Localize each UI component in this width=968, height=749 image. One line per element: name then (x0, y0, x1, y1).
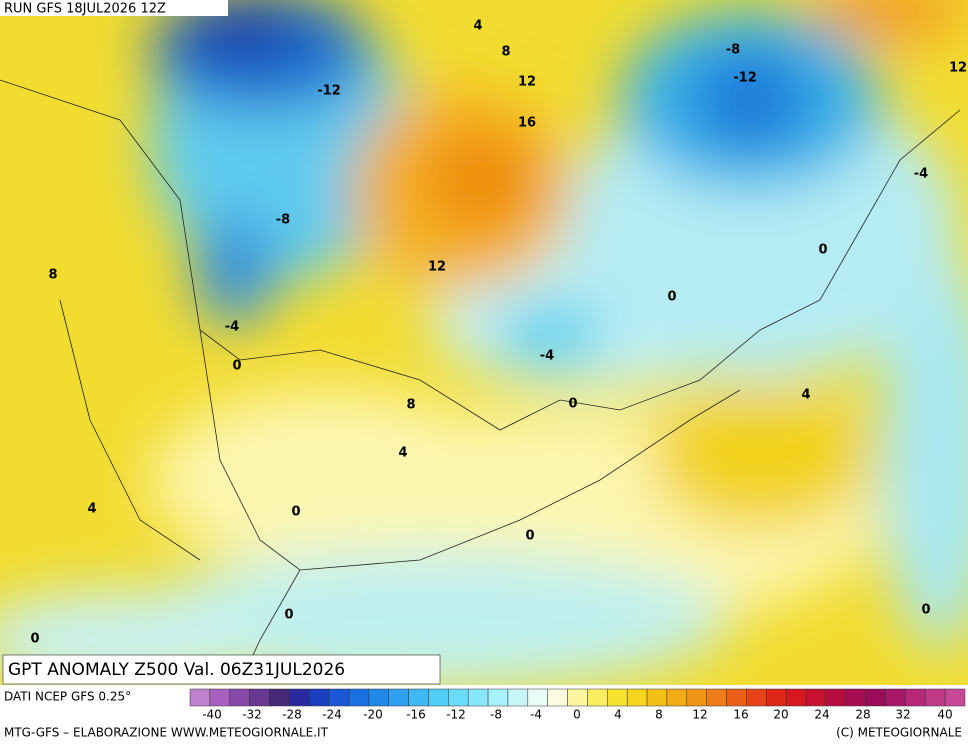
contour-label: -4 (540, 349, 554, 364)
colorbar-swatch (229, 688, 250, 707)
contour-label: -12 (733, 71, 757, 86)
colorbar-tick-label: -40 (202, 708, 222, 722)
colorbar-tick-label: -12 (446, 708, 466, 722)
colorbar-tick-label: -28 (282, 708, 302, 722)
contour-label: 0 (291, 505, 300, 520)
colorbar-tick-label: -8 (490, 708, 502, 722)
map-title: GPT ANOMALY Z500 Val. 06Z31JUL2026 (8, 660, 345, 680)
contour-label: 4 (473, 19, 482, 34)
colorbar-swatch (845, 688, 866, 707)
colorbar-tick-label: 0 (573, 708, 581, 722)
colorbar-swatch (308, 688, 330, 707)
anomaly-field (0, 0, 968, 690)
contour-label: 12 (949, 61, 967, 76)
contour-label: 4 (87, 502, 96, 517)
colorbar-swatch (805, 688, 827, 707)
contour-label: 12 (428, 260, 446, 275)
contour-label: -4 (225, 320, 239, 335)
contour-label: -8 (726, 43, 740, 58)
contour-label: 0 (568, 397, 577, 412)
colorbar-swatch (567, 688, 588, 707)
colorbar-swatch (686, 688, 707, 707)
contour-label: 16 (518, 116, 536, 131)
colorbar-swatch (328, 688, 350, 707)
contour-label: 0 (525, 529, 534, 544)
contour-label: 0 (667, 290, 676, 305)
contour-label: 0 (30, 632, 39, 647)
colorbar-swatch (726, 688, 747, 707)
contour-label: -8 (276, 213, 290, 228)
colorbar-swatch (408, 688, 429, 707)
colorbar-swatch (666, 688, 688, 707)
colorbar-swatch (249, 688, 270, 707)
colorbar-swatch (348, 688, 370, 707)
colorbar-swatch (189, 688, 211, 707)
colorbar-swatch (785, 688, 807, 707)
colorbar-swatch (507, 688, 529, 707)
colorbar-swatch (885, 688, 906, 707)
colorbar-swatch (607, 688, 628, 707)
colorbar-tick-label: 40 (937, 708, 952, 722)
colorbar-swatch (289, 688, 310, 707)
colorbar-swatch (587, 688, 608, 707)
colorbar-swatch (428, 688, 449, 707)
colorbar-swatch (746, 688, 767, 707)
colorbar-swatch (905, 688, 926, 707)
colorbar-swatch (527, 688, 548, 707)
contour-label: 12 (518, 75, 536, 90)
colorbar-swatch (865, 688, 886, 707)
contour-label: 8 (406, 398, 415, 413)
colorbar-swatch (944, 688, 966, 707)
header-box (0, 0, 228, 16)
contour-label: 0 (818, 243, 827, 258)
colorbar-swatch (646, 688, 668, 707)
colorbar-tick-label: 16 (733, 708, 748, 722)
colorbar-tick-label: -20 (363, 708, 383, 722)
contour-label: 0 (921, 603, 930, 618)
contour-label: 8 (48, 268, 57, 283)
run-label: RUN GFS 18JUL2026 12Z (4, 2, 166, 17)
colorbar-swatch (706, 688, 727, 707)
contour-label: 4 (801, 388, 810, 403)
title-box (2, 654, 441, 685)
contour-label: 0 (284, 608, 293, 623)
contour-label: -12 (317, 84, 341, 99)
source-label: DATI NCEP GFS 0.25° (4, 690, 131, 704)
colorbar-swatch (487, 688, 509, 707)
colorbar-swatch (448, 688, 469, 707)
contour-label: 0 (232, 359, 241, 374)
colorbar-tick-label: -24 (322, 708, 342, 722)
colorbar: -40 -32 -28 -24 -20 -16 -12 -8 -4 0 4 8 12 16 20 24 28 32… (189, 688, 966, 722)
colorbar-tick-label: 12 (692, 708, 707, 722)
colorbar-tick-label: -32 (242, 708, 262, 722)
contour-label: 4 (398, 446, 407, 461)
colorbar-tick-label: 32 (895, 708, 910, 722)
colorbar-swatch (766, 688, 787, 707)
colorbar-tick-label: 8 (655, 708, 663, 722)
contour-label: -4 (914, 167, 928, 182)
colorbar-swatch (547, 688, 568, 707)
copyright-label: (C) METEOGIORNALE (836, 726, 962, 740)
colorbar-tick-label: 24 (814, 708, 829, 722)
colorbar-swatch (825, 688, 847, 707)
contour-labels: 4 8 12 16 -12 -8 -12 12 -4 -8 8 12 0 0 -4 0 -4 0 8 4 4 4 0 0 0 0 0 (30, 19, 967, 647)
colorbar-swatch (388, 688, 409, 707)
colorbar-tick-label: 20 (773, 708, 788, 722)
colorbar-tick-label: 4 (614, 708, 622, 722)
colorbar-swatch (269, 688, 290, 707)
colorbar-tick-label: -4 (530, 708, 542, 722)
colorbar-swatch (626, 688, 648, 707)
colorbar-swatch (467, 688, 489, 707)
colorbar-tick-label: -16 (406, 708, 426, 722)
contour-label: 8 (501, 45, 510, 60)
colorbar-swatch (209, 688, 230, 707)
colorbar-tick-label: 28 (855, 708, 870, 722)
credit-label: MTG-GFS – ELABORAZIONE WWW.METEOGIORNALE… (4, 726, 329, 740)
colorbar-swatch (368, 688, 389, 707)
colorbar-swatch (925, 688, 946, 707)
